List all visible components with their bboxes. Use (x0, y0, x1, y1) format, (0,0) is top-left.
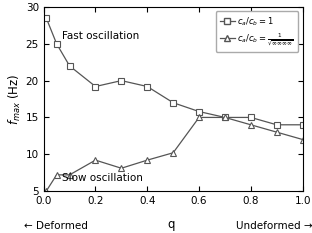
Y-axis label: $f_{max}$ (Hz): $f_{max}$ (Hz) (7, 73, 23, 125)
Legend: $c_a/c_b=1$, $c_a/c_b=\frac{1}{\sqrt{\infty\infty\infty\infty}}$: $c_a/c_b=1$, $c_a/c_b=\frac{1}{\sqrt{\in… (216, 11, 299, 52)
Text: Slow oscillation: Slow oscillation (62, 173, 143, 183)
Text: Fast oscillation: Fast oscillation (62, 31, 139, 41)
Text: ← Deformed: ← Deformed (24, 221, 88, 231)
Text: Undeformed →: Undeformed → (236, 221, 312, 231)
Text: q: q (168, 218, 175, 231)
